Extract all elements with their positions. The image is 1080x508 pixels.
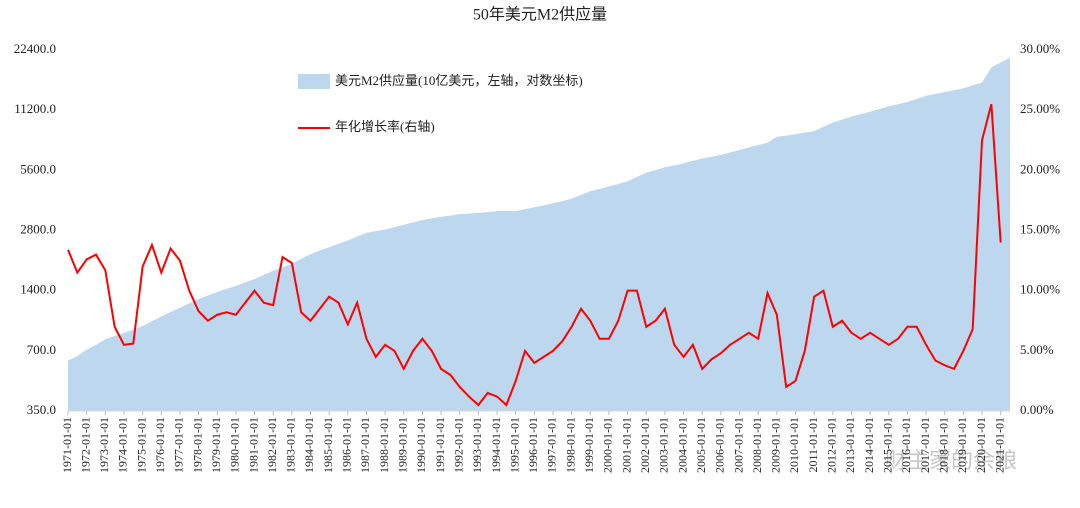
x-tick-label: 2002-01-01 (638, 417, 652, 473)
x-tick-label: 1989-01-01 (396, 417, 410, 473)
y-tick-label: 2800.0 (20, 221, 56, 236)
x-tick-label: 2000-01-01 (601, 417, 615, 473)
x-tick-label: 1983-01-01 (284, 417, 298, 473)
x-tick-label: 2020-01-01 (974, 417, 988, 473)
x-tick-label: 1997-01-01 (545, 417, 559, 473)
y2-tick-label: 0.00% (1020, 402, 1054, 417)
x-tick-label: 1984-01-01 (302, 417, 316, 473)
x-tick-label: 2007-01-01 (731, 417, 745, 473)
x-tick-label: 2019-01-01 (955, 417, 969, 473)
y2-tick-label: 25.00% (1020, 101, 1060, 116)
legend-label: 美元M2供应量(10亿美元，左轴，对数坐标) (335, 73, 583, 88)
x-tick-label: 1975-01-01 (134, 417, 148, 473)
x-tick-label: 2018-01-01 (936, 417, 950, 473)
x-tick-label: 1991-01-01 (433, 417, 447, 473)
x-tick-label: 1986-01-01 (340, 417, 354, 473)
x-tick-label: 2005-01-01 (694, 417, 708, 473)
x-tick-label: 1977-01-01 (172, 417, 186, 473)
x-tick-label: 1978-01-01 (190, 417, 204, 473)
y2-tick-label: 20.00% (1020, 161, 1060, 176)
x-tick-label: 1971-01-01 (60, 417, 74, 473)
y2-tick-label: 10.00% (1020, 282, 1060, 297)
x-tick-label: 2021-01-01 (992, 417, 1006, 473)
legend-label: 年化增长率(右轴) (335, 119, 435, 134)
growth-line (67, 103, 1002, 407)
x-tick-label: 1980-01-01 (228, 417, 242, 473)
x-tick-label: 2009-01-01 (769, 417, 783, 473)
x-tick-label: 1994-01-01 (489, 417, 503, 473)
y-tick-label: 22400.0 (14, 41, 56, 56)
y2-tick-label: 30.00% (1020, 41, 1060, 56)
y-tick-label: 350.0 (27, 402, 56, 417)
y-tick-label: 700.0 (27, 342, 56, 357)
y2-tick-label: 15.00% (1020, 221, 1060, 236)
x-tick-label: 1995-01-01 (507, 417, 521, 473)
x-tick-label: 2010-01-01 (787, 417, 801, 473)
y-tick-label: 1400.0 (20, 282, 56, 297)
x-tick-label: 1992-01-01 (451, 417, 465, 473)
x-tick-label: 1985-01-01 (321, 417, 335, 473)
x-tick-label: 2011-01-01 (806, 417, 820, 473)
x-tick-label: 2012-01-01 (825, 417, 839, 473)
y-tick-label: 11200.0 (14, 101, 56, 116)
x-tick-label: 1974-01-01 (116, 417, 130, 473)
m2-area (68, 57, 1010, 412)
x-tick-label: 2013-01-01 (843, 417, 857, 473)
watermark: 财主家的余粮 (885, 449, 1017, 474)
x-tick-label: 1990-01-01 (414, 417, 428, 473)
x-tick-label: 2015-01-01 (881, 417, 895, 473)
x-tick-label: 1976-01-01 (153, 417, 167, 473)
x-tick-label: 2001-01-01 (619, 417, 633, 473)
x-tick-label: 2006-01-01 (713, 417, 727, 473)
x-tick-label: 2016-01-01 (899, 417, 913, 473)
x-tick-label: 1999-01-01 (582, 417, 596, 473)
x-tick-label: 2003-01-01 (657, 417, 671, 473)
x-tick-label: 1987-01-01 (358, 417, 372, 473)
x-tick-label: 1998-01-01 (563, 417, 577, 473)
x-tick-label: 1979-01-01 (209, 417, 223, 473)
x-tick-label: 1988-01-01 (377, 417, 391, 473)
x-tick-label: 1972-01-01 (78, 417, 92, 473)
x-tick-label: 1996-01-01 (526, 417, 540, 473)
x-tick-label: 1981-01-01 (246, 417, 260, 473)
x-tick-label: 1973-01-01 (97, 417, 111, 473)
x-tick-label: 2017-01-01 (918, 417, 932, 473)
legend-swatch (298, 74, 330, 89)
chart-title: 50年美元M2供应量 (473, 5, 607, 24)
x-tick-label: 2014-01-01 (862, 417, 876, 473)
y-tick-label: 5600.0 (20, 161, 56, 176)
x-tick-label: 1982-01-01 (265, 417, 279, 473)
x-tick-label: 1993-01-01 (470, 417, 484, 473)
x-tick-label: 2004-01-01 (675, 417, 689, 473)
y2-tick-label: 5.00% (1020, 342, 1054, 357)
x-tick-label: 2008-01-01 (750, 417, 764, 473)
